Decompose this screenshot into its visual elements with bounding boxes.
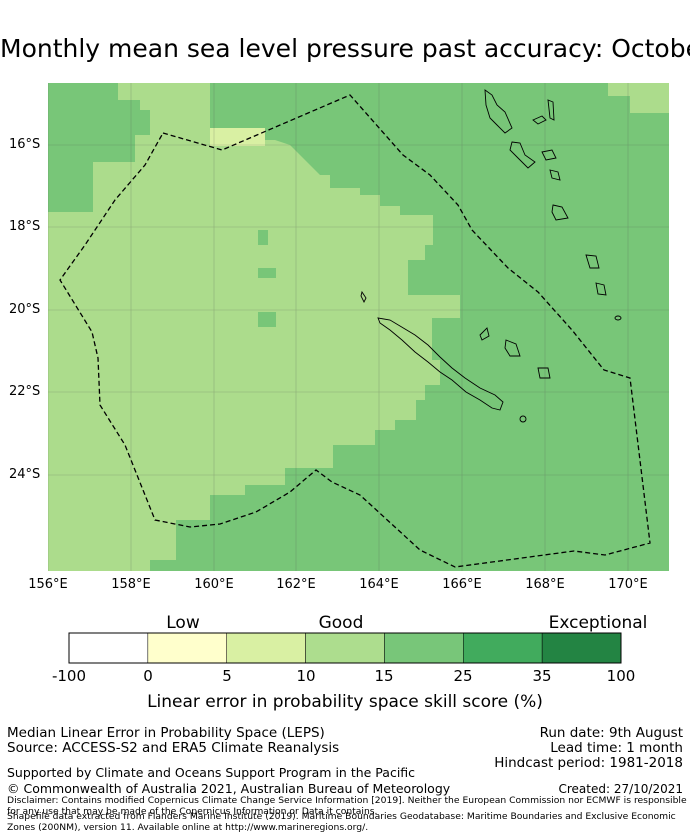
- colorbar-swatch: [305, 632, 385, 664]
- colorbar-swatch: [541, 632, 622, 664]
- lat-label: 16°S: [9, 137, 41, 152]
- lon-label: 170°E: [608, 577, 648, 592]
- lon-label: 160°E: [194, 577, 234, 592]
- disclaimer-text: Disclaimer: Contains modified Copernicus…: [7, 795, 687, 817]
- source-text: Source: ACCESS-S2 and ERA5 Climate Reana…: [7, 740, 340, 756]
- colorbar-category-good: Good: [318, 613, 364, 633]
- colorbar-swatch: [68, 632, 149, 664]
- vanuatu-islands: [484, 89, 513, 134]
- lat-label: 24°S: [9, 467, 41, 482]
- lead-time: Lead time: 1 month: [550, 740, 683, 756]
- map-svg: [48, 83, 669, 571]
- colorbar-tick: 100: [606, 667, 636, 685]
- lon-label: 156°E: [28, 577, 68, 592]
- colorbar-tick: 5: [222, 667, 232, 685]
- lon-label: 166°E: [442, 577, 482, 592]
- support-text: Supported by Climate and Oceans Support …: [7, 765, 416, 780]
- metric-text: Median Linear Error in Probability Space…: [7, 725, 325, 741]
- colorbar-tick: 25: [453, 667, 473, 685]
- colorbar-tick: 0: [143, 667, 153, 685]
- colorbar-category-exceptional: Exceptional: [548, 613, 648, 633]
- run-date: Run date: 9th August: [539, 725, 683, 741]
- colorbar-swatch: [463, 632, 543, 664]
- lon-label: 164°E: [359, 577, 399, 592]
- skill-region-15-25: [150, 83, 669, 571]
- colorbar-swatch: [226, 632, 306, 664]
- lat-label: 18°S: [9, 219, 41, 234]
- eez-boundary: [59, 94, 651, 568]
- map: 16°S 18°S 20°S 22°S 24°S 156°E 158°E 160…: [9, 83, 669, 592]
- hindcast-period: Hindcast period: 1981-2018: [494, 755, 683, 771]
- colorbar-category-low: Low: [166, 613, 200, 633]
- colorbar-tick: 10: [296, 667, 316, 685]
- chart-title: Monthly mean sea level pressure past acc…: [0, 34, 690, 63]
- lon-label: 162°E: [276, 577, 316, 592]
- lat-label: 20°S: [9, 302, 41, 317]
- lat-label: 22°S: [9, 384, 41, 399]
- created-date: Created: 27/10/2021: [558, 782, 683, 796]
- lon-label: 168°E: [525, 577, 565, 592]
- colorbar-tick: 15: [374, 667, 394, 685]
- colorbar-tick: -100: [51, 667, 87, 685]
- colorbar: [68, 632, 622, 664]
- new-caledonia-island: [377, 317, 504, 411]
- copyright-text: © Commonwealth of Australia 2021, Austra…: [7, 781, 451, 796]
- shapefile-credit: Shapefile data extracted from Flanders M…: [7, 811, 676, 833]
- colorbar-tick: 35: [532, 667, 552, 685]
- colorbar-label: Linear error in probability space skill …: [147, 692, 543, 712]
- colorbar-swatch: [147, 632, 227, 664]
- colorbar-swatch: [384, 632, 464, 664]
- skill-region-5-10: [210, 128, 265, 146]
- lon-label: 158°E: [111, 577, 151, 592]
